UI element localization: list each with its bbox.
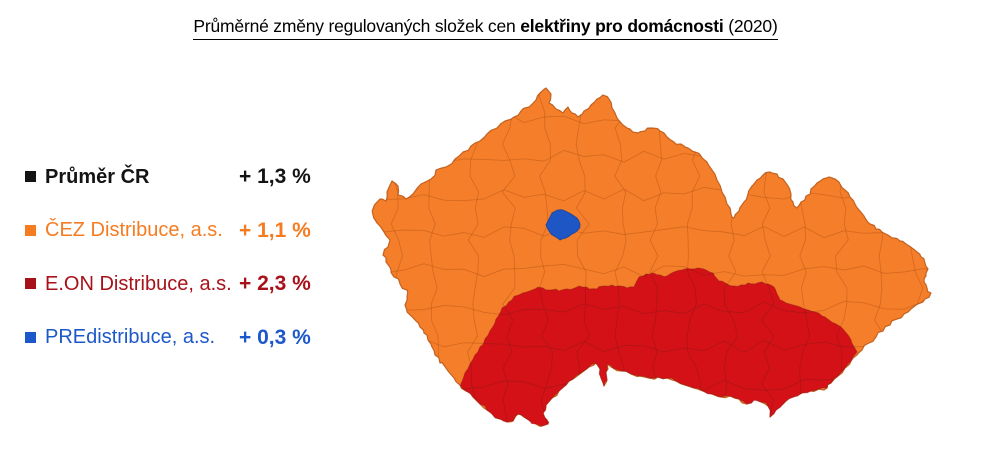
title-text-regular: Průměrné změny regulovaných složek cen [193,16,521,36]
legend-label-cez: ČEZ Distribuce, a.s. [45,219,223,242]
legend-label-eon: E.ON Distribuce, a.s. [45,272,232,295]
eon-region-shape [459,267,858,427]
legend-swatch-eon [25,278,36,290]
chart-title-underline: Průměrné změny regulovaných složek cen e… [193,16,778,40]
legend-item-cez: ČEZ Distribuce, a.s. + 1,1 % [25,204,355,258]
legend-swatch-cez [25,224,36,236]
chart-title: Průměrné změny regulovaných složek cen e… [0,16,971,40]
legend-item-eon: E.ON Distribuce, a.s. + 2,3 % [25,257,355,311]
legend-value-pre: + 0,3 % [239,325,311,349]
title-text-bold: elektřiny pro domácnosti [520,16,724,36]
legend-label-pre: PREdistribuce, a.s. [45,326,216,349]
legend-value-eon: + 2,3 % [239,272,311,296]
title-text-year: (2020) [723,16,778,36]
czech-republic-map-svg [371,87,932,427]
pre-region-shape [545,209,581,241]
legend-swatch-pre [25,331,36,343]
czech-republic-map [366,78,991,455]
legend: Průměr ČR + 1,3 % ČEZ Distribuce, a.s. +… [25,150,355,364]
legend-label-average: Průměr ČR [45,165,150,188]
legend-item-pre: PREdistribuce, a.s. + 0,3 % [25,311,355,365]
legend-value-average: + 1,3 % [239,165,311,189]
legend-swatch-average [25,171,36,183]
legend-item-average: Průměr ČR + 1,3 % [25,150,355,204]
legend-value-cez: + 1,1 % [239,218,311,242]
